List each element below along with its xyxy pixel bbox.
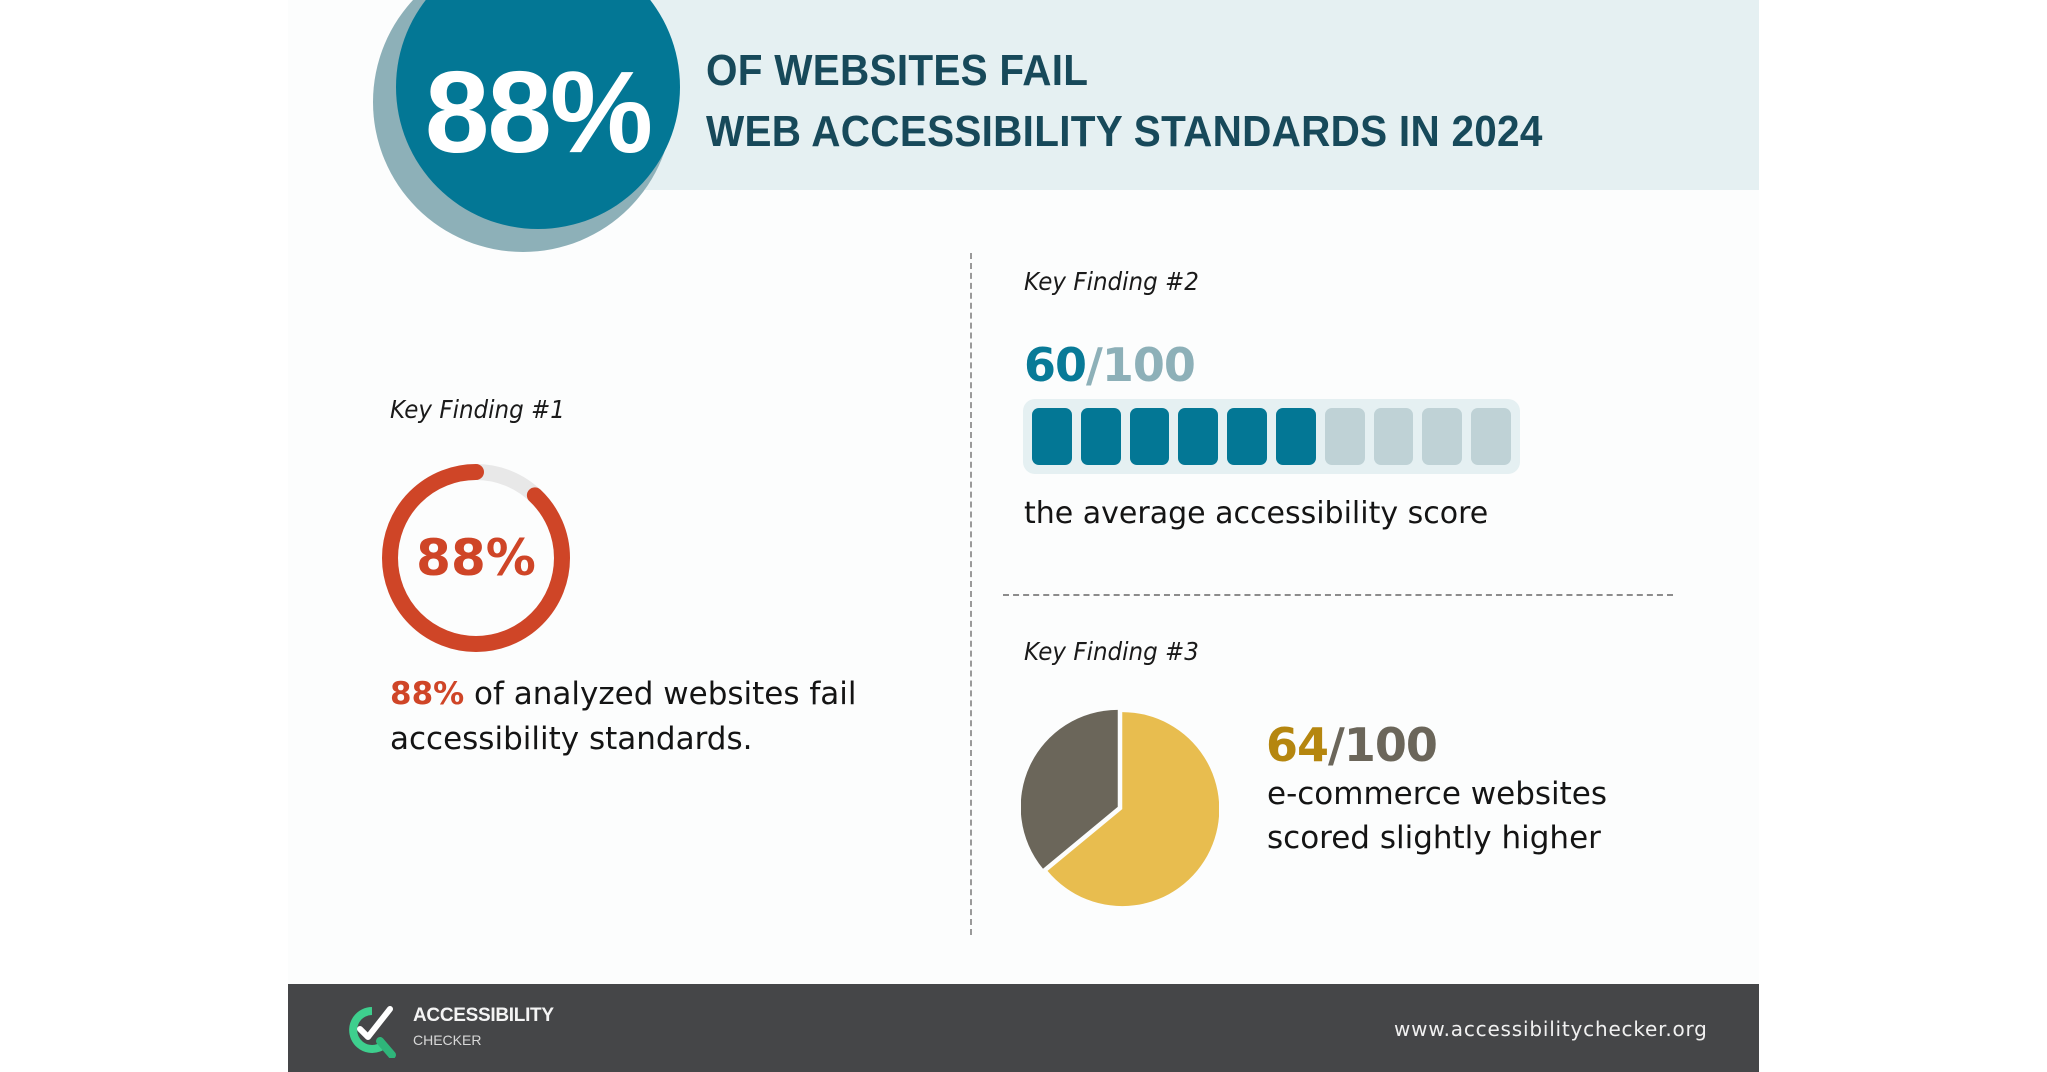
score-max: /100 [1086,338,1196,392]
key-finding-3-label: Key Finding #3 [1024,637,1199,666]
headline-line-2: WEB ACCESSIBILITY STANDARDS IN 2024 [706,107,1543,156]
bar-segment-empty [1471,408,1511,465]
headline-line-1: OF WEBSITES FAIL [706,46,1089,95]
key-finding-3-description: e-commerce websites scored slightly high… [1267,772,1607,860]
key-finding-2-label: Key Finding #2 [1024,267,1199,296]
donut-progress-arc [382,464,570,652]
logo-title: ACCESSIBILITY [413,1005,554,1026]
hero-circle [396,0,680,229]
donut-value: 88% [416,529,536,587]
bar-segment-filled [1227,408,1267,465]
headline-banner [645,0,1759,190]
bar-segment-filled [1080,408,1121,465]
bar-segment-empty [1373,408,1414,465]
bar-segment-filled [1275,408,1316,465]
key-finding-1-label: Key Finding #1 [390,395,565,424]
website-link[interactable]: www.accessibilitychecker.org [1394,1017,1708,1041]
bar-segment-filled [1129,408,1170,465]
footer [288,984,1759,1072]
headline: OF WEBSITES FAIL WEB ACCESSIBILITY STAND… [706,40,1543,162]
bar-segment-empty [1324,408,1365,465]
logo-subtitle: CHECKER [413,1032,482,1048]
bar-segment-empty [1422,408,1463,465]
bar-segment-filled [1178,408,1219,465]
key-finding-1-description: 88% of analyzed websites fail accessibil… [390,672,857,762]
donut-chart-88 [382,464,570,652]
score-value: 60 [1024,338,1087,392]
pie-slice-remaining [1021,709,1118,869]
pie-chart-64 [1021,709,1219,906]
hero-stat: 88% [424,47,653,177]
description-line-1: of analyzed websites fail [464,676,857,712]
horizontal-dashed-divider [1003,594,1673,596]
bar-segment-filled [1032,408,1072,465]
score-value: 64 [1266,718,1329,772]
score-max: /100 [1328,718,1438,772]
ecommerce-score: 64/100 [1266,722,1438,768]
description-line-1: e-commerce websites [1267,776,1608,812]
magnifier-check-logo-icon [349,1006,396,1058]
average-score: 60/100 [1024,342,1196,388]
segmented-score-bar [1023,399,1520,474]
pie-slice-score [1047,712,1219,906]
vertical-dashed-divider [970,253,972,935]
description-accent: 88% [390,676,465,712]
description-line-2: accessibility standards. [390,721,753,757]
key-finding-2-description: the average accessibility score [1024,496,1489,531]
description-line-2: scored slightly higher [1267,820,1601,856]
